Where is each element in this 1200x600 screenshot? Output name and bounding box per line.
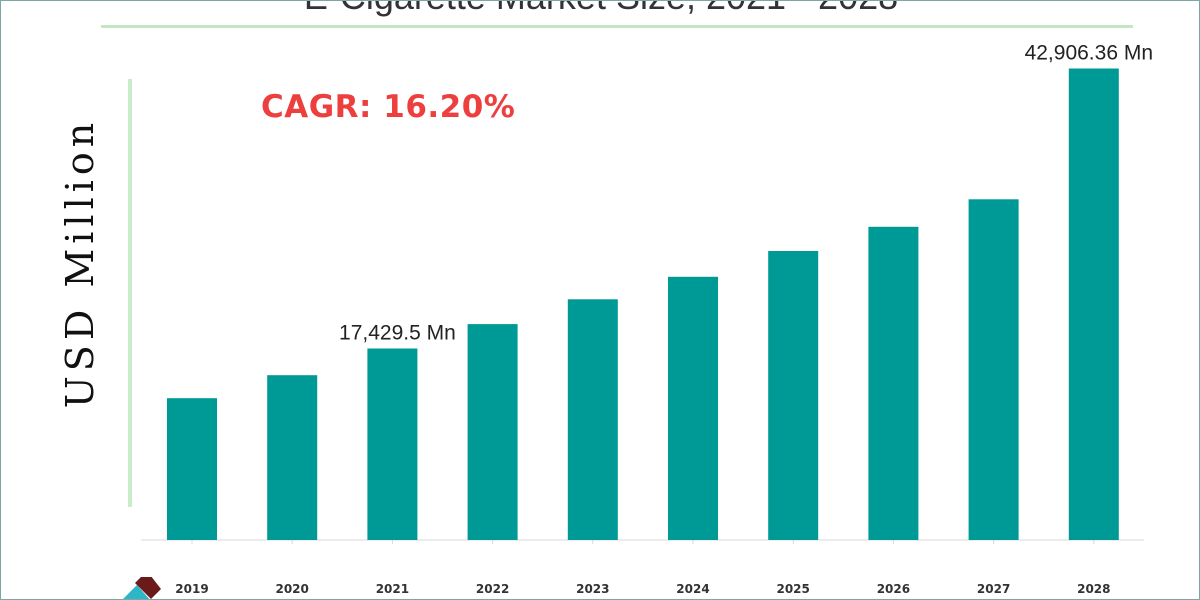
brand-logo-icon bbox=[123, 577, 161, 599]
chart-title: E-Cigarette Market Size, 2021 - 2028 bbox=[1, 1, 1199, 17]
bar-2019 bbox=[167, 398, 217, 540]
bar-2025 bbox=[768, 251, 819, 540]
title-underline bbox=[101, 25, 1133, 28]
x-tick-label-2026: 2026 bbox=[877, 582, 910, 596]
x-tick-label-2020: 2020 bbox=[275, 582, 308, 596]
data-label-2021: 17,429.5 Mn bbox=[339, 322, 456, 345]
bar-2023 bbox=[567, 299, 618, 540]
x-tick-label-2019: 2019 bbox=[175, 582, 208, 596]
x-tick-label-2025: 2025 bbox=[776, 582, 809, 596]
bar-2020 bbox=[267, 375, 318, 540]
x-tick-label-2028: 2028 bbox=[1077, 582, 1110, 596]
bar-2026 bbox=[868, 226, 919, 541]
bar-2027 bbox=[968, 199, 1019, 541]
bar-2024 bbox=[668, 276, 718, 540]
x-tick-label-2024: 2024 bbox=[676, 582, 709, 596]
x-tick-label-2022: 2022 bbox=[476, 582, 509, 596]
x-tick-label-2021: 2021 bbox=[376, 582, 409, 596]
bar-2022 bbox=[467, 324, 518, 540]
bar-2028 bbox=[1068, 68, 1119, 540]
y-axis-accent-line bbox=[128, 79, 132, 507]
cagr-annotation: CAGR: 16.20% bbox=[261, 89, 516, 125]
bar-2021 bbox=[367, 348, 418, 540]
x-tick-label-2023: 2023 bbox=[576, 582, 609, 596]
x-tick-label-2027: 2027 bbox=[977, 582, 1010, 596]
data-label-2028: 42,906.36 Mn bbox=[1025, 42, 1153, 65]
